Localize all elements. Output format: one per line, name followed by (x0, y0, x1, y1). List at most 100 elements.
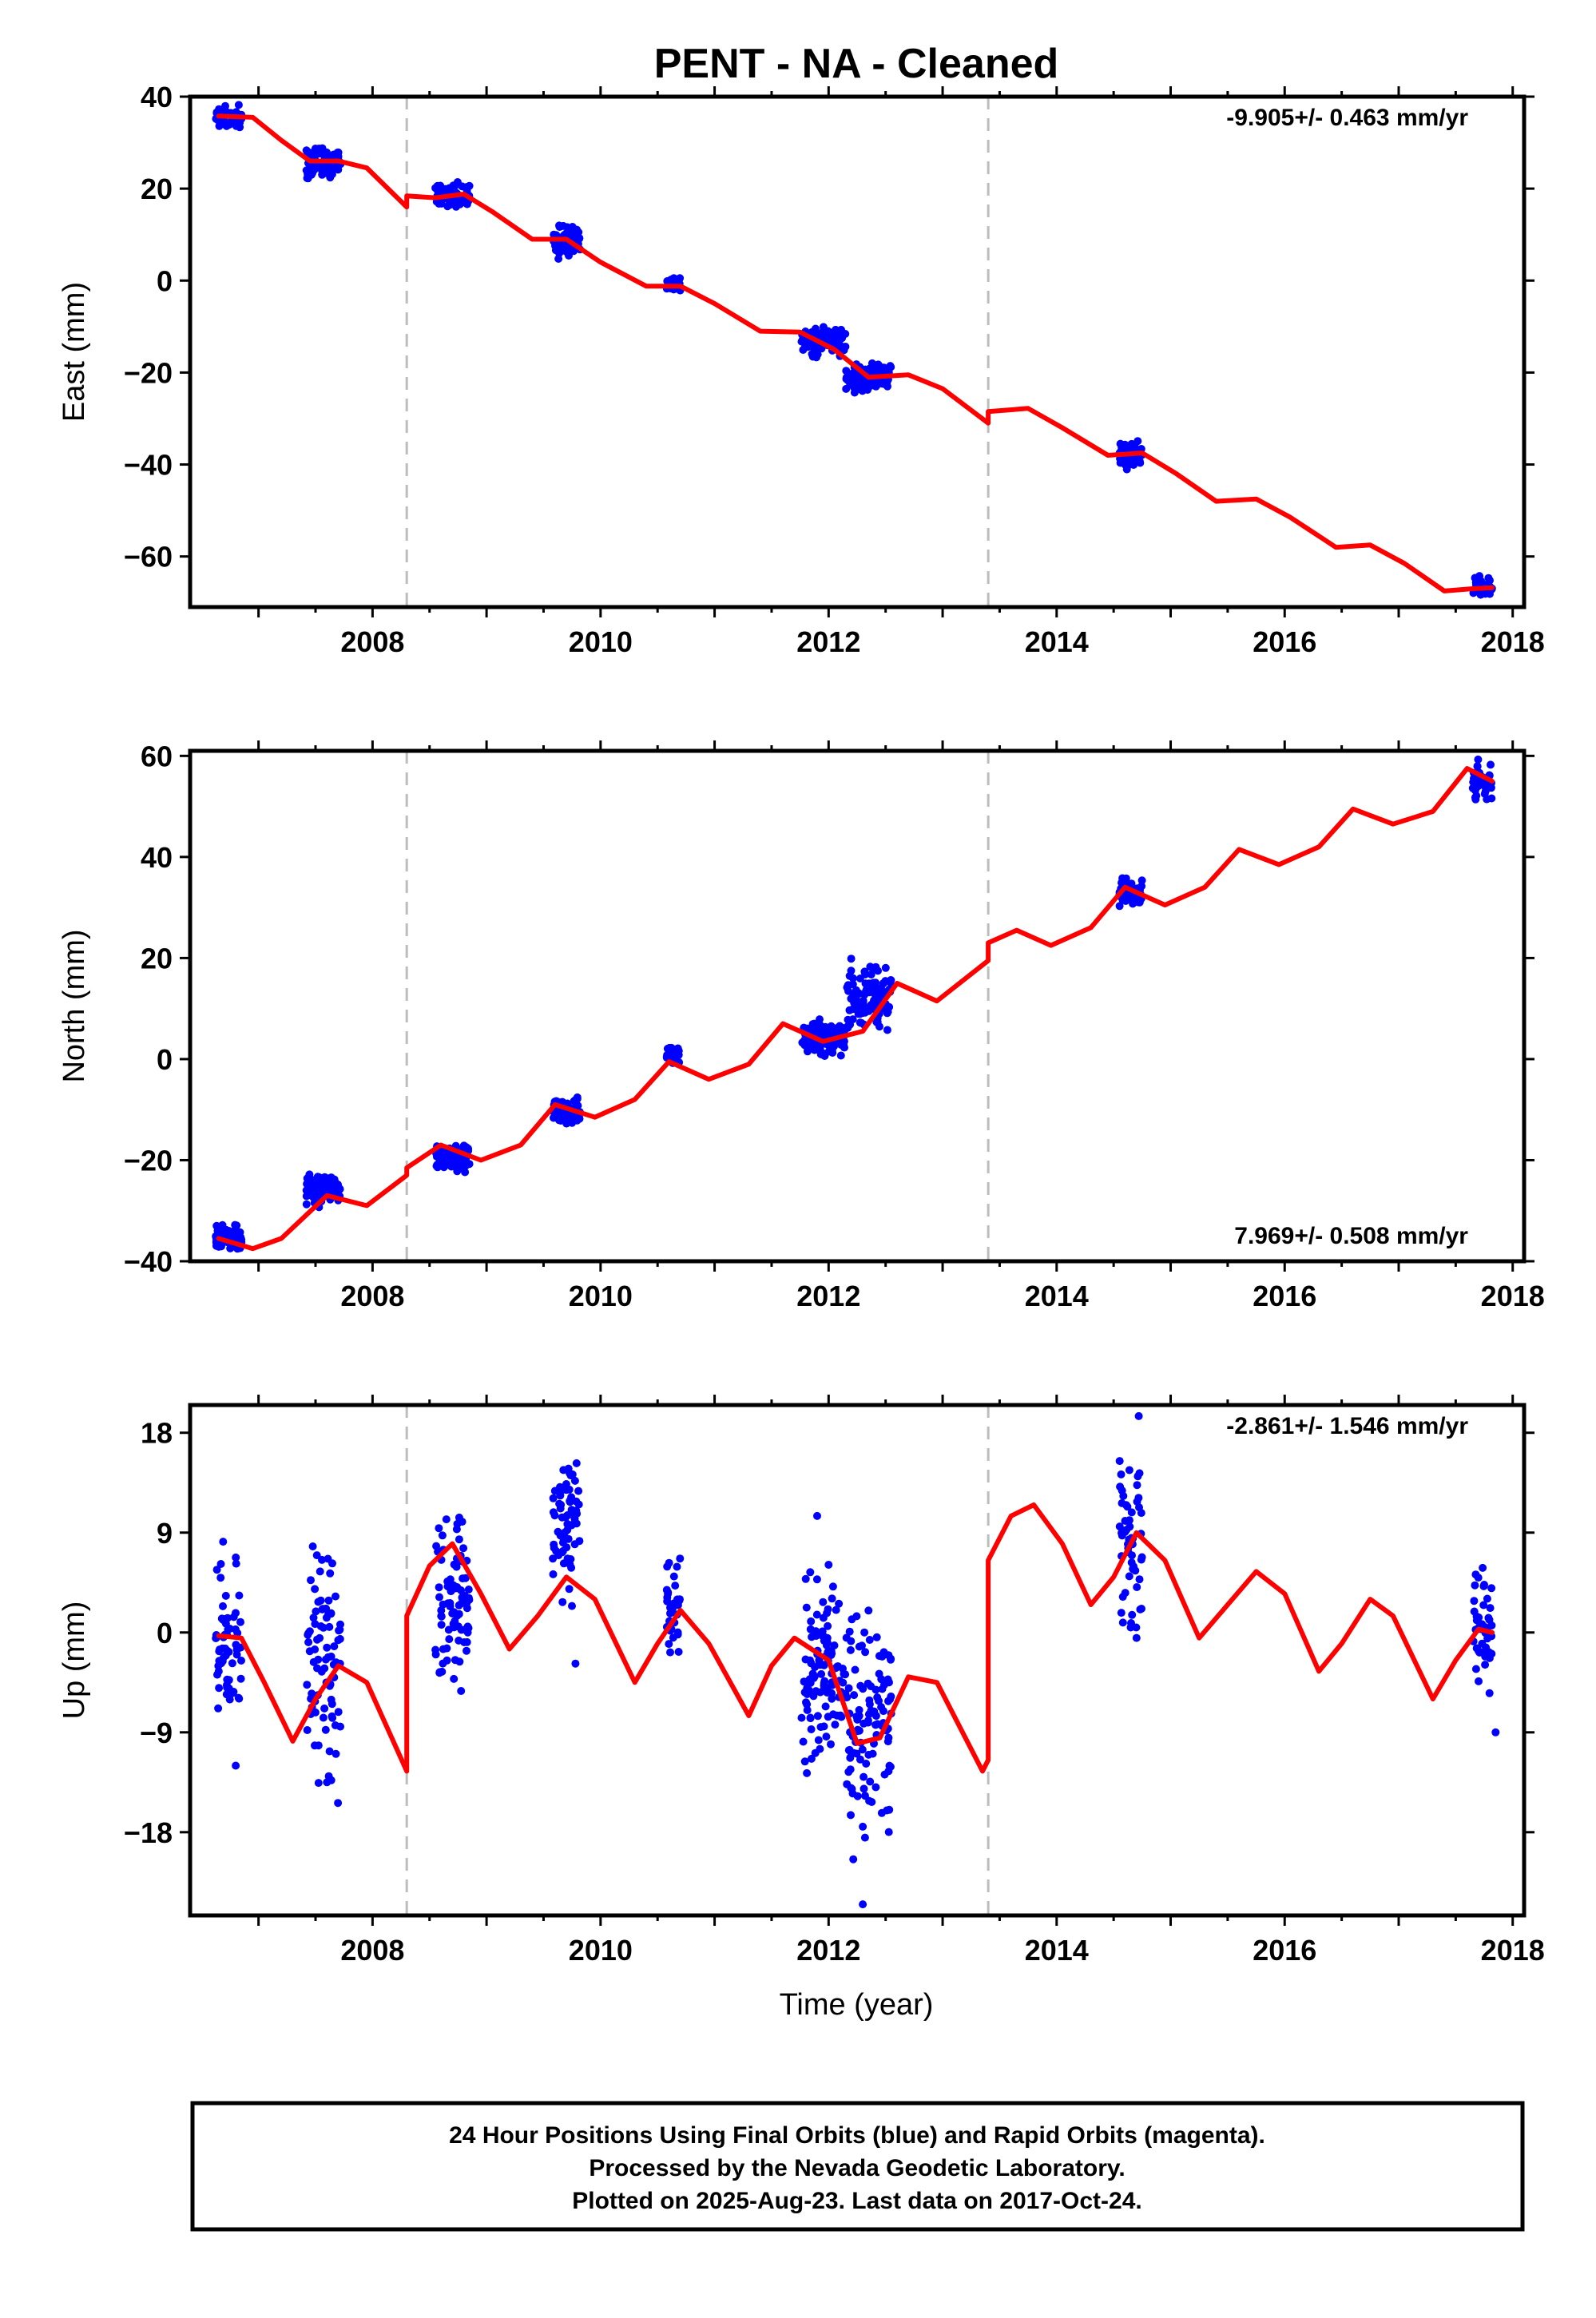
east-point-434 (840, 343, 848, 352)
north-point-488 (879, 978, 887, 987)
east-point-266 (554, 255, 563, 263)
up-point-216 (453, 1583, 462, 1591)
up-point-277 (572, 1506, 581, 1515)
up-point-30 (235, 1694, 244, 1703)
up-point-604 (1126, 1522, 1134, 1531)
up-point-413 (832, 1606, 840, 1614)
north-x-tick-label-2016: 2016 (1253, 1280, 1316, 1312)
up-point-145 (334, 1636, 343, 1645)
up-point-294 (570, 1540, 579, 1549)
up-point-414 (828, 1689, 836, 1697)
east-point-298 (563, 223, 572, 232)
east-point-549 (843, 375, 852, 383)
up-point-585 (1127, 1508, 1136, 1517)
up-point-441 (805, 1675, 814, 1684)
north-y-tick-label: 60 (141, 740, 173, 772)
up-point-43 (232, 1553, 240, 1562)
east-y-tick-label: 40 (141, 81, 173, 113)
up-point-39 (217, 1614, 226, 1623)
up-point-175 (463, 1646, 470, 1655)
north-point-548 (856, 974, 864, 982)
north-point-599 (1127, 879, 1136, 888)
east-y-tick-label: −40 (124, 449, 173, 482)
up-point-77 (319, 1623, 328, 1632)
up-point-516 (878, 1685, 887, 1693)
up-point-421 (806, 1713, 815, 1722)
up-point-546 (848, 1615, 856, 1624)
up-point-225 (437, 1612, 446, 1621)
up-point-221 (459, 1574, 467, 1583)
up-point-312 (669, 1572, 678, 1581)
up-point-53 (223, 1675, 232, 1684)
up-point-627 (1485, 1689, 1494, 1697)
north-point-544 (844, 986, 852, 995)
up-point-227 (463, 1628, 472, 1637)
up-point-79 (332, 1592, 339, 1601)
up-point-274 (565, 1585, 574, 1594)
up-y-tick-label: 9 (157, 1517, 173, 1550)
east-point-608 (1121, 460, 1130, 469)
up-point-171 (444, 1625, 453, 1634)
up-point-659 (813, 1511, 821, 1520)
up-point-15 (232, 1559, 240, 1568)
chart-title: PENT - NA - Cleaned (654, 41, 1059, 87)
up-point-136 (305, 1627, 314, 1636)
up-point-279 (561, 1528, 570, 1537)
up-point-78 (321, 1725, 330, 1734)
up-point-60 (215, 1645, 224, 1654)
east-point-440 (804, 343, 812, 351)
up-point-559 (1117, 1470, 1126, 1479)
up-point-130 (324, 1653, 332, 1661)
east-point-657 (1481, 589, 1490, 598)
up-point-599 (1125, 1466, 1133, 1475)
east-point-253 (555, 223, 564, 232)
east-point-418 (812, 353, 820, 362)
up-point-593 (1125, 1516, 1133, 1525)
up-point-134 (325, 1622, 334, 1631)
up-point-660 (1134, 1411, 1143, 1420)
up-point-325 (674, 1648, 683, 1656)
up-point-34 (225, 1695, 234, 1704)
up-point-229 (455, 1610, 463, 1618)
up-point-321 (664, 1590, 673, 1598)
up-point-440 (800, 1688, 809, 1697)
up-point-380 (807, 1617, 816, 1625)
north-point-538 (858, 1009, 867, 1018)
east-point-228 (443, 202, 452, 211)
up-point-2 (219, 1602, 227, 1610)
north-point-429 (836, 1051, 845, 1060)
up-point-664 (571, 1659, 580, 1668)
east-point-414 (841, 330, 850, 338)
up-point-396 (819, 1598, 828, 1606)
up-point-332 (676, 1554, 685, 1563)
up-point-614 (1483, 1594, 1491, 1603)
up-point-275 (549, 1570, 558, 1578)
up-y-tick-label: −18 (124, 1816, 173, 1849)
up-point-295 (564, 1534, 573, 1543)
up-point-525 (883, 1806, 891, 1815)
north-y-axis-label: North (mm) (58, 929, 91, 1082)
north-point-329 (674, 1050, 683, 1059)
up-point-276 (556, 1504, 565, 1513)
up-point-435 (799, 1737, 808, 1746)
north-point-518 (844, 1015, 852, 1024)
up-point-589 (1137, 1605, 1145, 1613)
north-point-630 (1474, 755, 1483, 764)
up-point-411 (835, 1599, 844, 1608)
up-point-107 (311, 1585, 320, 1594)
up-point-475 (858, 1745, 867, 1754)
up-point-428 (821, 1702, 830, 1711)
up-point-505 (867, 1706, 875, 1715)
up-point-327 (663, 1597, 672, 1606)
north-point-540 (866, 963, 875, 971)
up-point-284 (572, 1519, 581, 1528)
up-point-653 (1473, 1644, 1482, 1653)
up-point-65 (319, 1713, 328, 1722)
up-point-498 (847, 1637, 856, 1645)
up-y-tick-label: −9 (140, 1717, 173, 1749)
east-point-297 (556, 240, 564, 248)
up-point-476 (849, 1855, 858, 1864)
up-point-330 (676, 1595, 684, 1604)
up-point-264 (574, 1486, 583, 1495)
